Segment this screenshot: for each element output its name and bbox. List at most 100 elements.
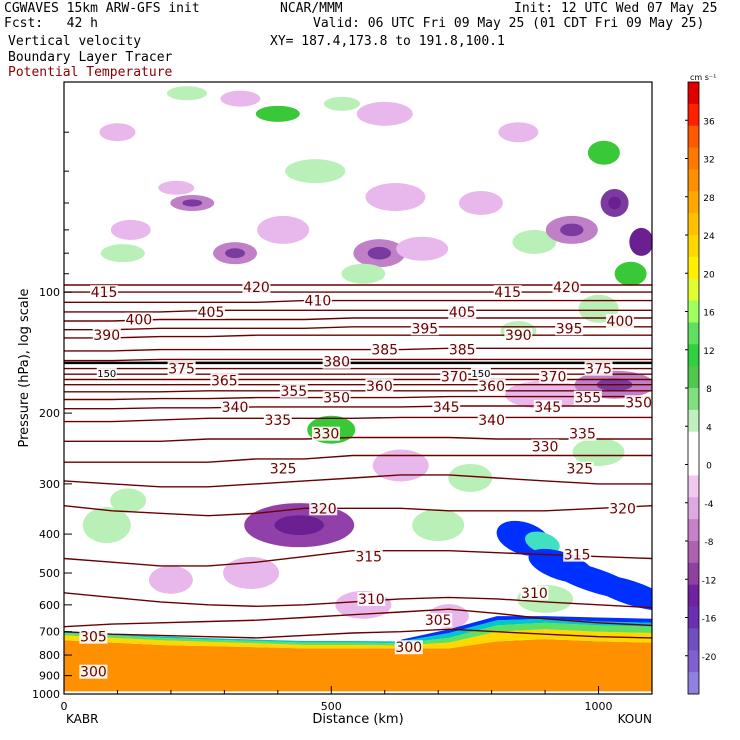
theta-label: 360 <box>478 379 505 395</box>
theta-label: 325 <box>270 462 297 478</box>
theta-label: 405 <box>449 305 476 321</box>
colorbar-label: 28 <box>703 194 715 204</box>
theta-contour-330 <box>64 454 652 463</box>
x-tick-label: 1000 <box>585 700 613 713</box>
w-contour-blob <box>285 159 346 184</box>
theta-contour-300 <box>64 628 652 639</box>
theta-label: 310 <box>358 592 385 608</box>
theta-label: 325 <box>566 462 593 478</box>
theta-contour-390 <box>64 334 652 339</box>
y-tick-label: 400 <box>39 528 60 541</box>
tracer-plume <box>525 531 560 554</box>
w-contour-blob <box>166 86 207 101</box>
y-tick-label: 600 <box>39 599 60 612</box>
field-potential-temperature: Potential Temperature <box>8 65 173 80</box>
model-title: CGWAVES 15km ARW-GFS init <box>4 1 200 16</box>
w-contour-blob <box>158 180 195 195</box>
theta-label: 375 <box>168 362 195 378</box>
theta-contour-345 <box>64 405 652 410</box>
theta-label: 335 <box>264 413 291 429</box>
theta-label: 305 <box>425 613 452 629</box>
y-tick-label: 100 <box>39 286 60 299</box>
x-tick-label: 500 <box>321 700 342 713</box>
x-end-label-right: KOUN <box>618 712 652 726</box>
y-tick-label: 800 <box>39 649 60 662</box>
theta-contour-380 <box>64 358 652 362</box>
w-contour-core <box>560 223 584 237</box>
theta-label: 150 <box>97 369 116 380</box>
tracer-band <box>64 618 652 644</box>
colorbar-label: 20 <box>703 270 715 280</box>
colorbar-swatch <box>688 584 699 608</box>
theta-label: 335 <box>569 427 596 443</box>
theta-label: 320 <box>609 501 636 517</box>
colorbar-swatch <box>688 453 699 476</box>
colorbar-swatch <box>688 475 699 498</box>
colorbar-label: -8 <box>705 538 714 548</box>
colorbar-swatch <box>688 606 699 629</box>
w-contour-blob <box>412 509 465 542</box>
center-label: NCAR/MMM <box>280 1 343 16</box>
w-contour-core <box>608 196 621 210</box>
colorbar-label: 24 <box>703 232 715 242</box>
colorbar-label: -12 <box>702 576 717 586</box>
theta-label: 385 <box>449 343 476 359</box>
tracer-plume <box>528 548 594 583</box>
x-tick-label: 0 <box>61 700 68 713</box>
colorbar-swatch <box>688 278 699 302</box>
theta-contour-400 <box>64 317 652 322</box>
theta-label: 395 <box>411 321 438 337</box>
w-contour-core <box>635 235 647 249</box>
colorbar-swatch <box>688 322 699 345</box>
init-time: Init: 12 UTC Wed 07 May 25 <box>514 1 718 16</box>
w-contour-blob <box>341 263 386 284</box>
theta-label: 340 <box>222 400 249 416</box>
theta-label: 415 <box>91 285 118 301</box>
theta-label: 350 <box>625 395 652 411</box>
theta-label: 345 <box>433 400 460 416</box>
w-contour-core <box>274 515 324 536</box>
colorbar-label: 32 <box>703 156 714 166</box>
tracer-band <box>64 639 652 692</box>
w-contour-blob <box>323 96 360 111</box>
w-contour-core <box>367 246 392 260</box>
theta-contour-310 <box>64 592 652 609</box>
colorbar-unit: cm s⁻¹ <box>690 73 716 82</box>
x-end-label-left: KABR <box>66 712 98 726</box>
colorbar-swatch <box>688 497 699 520</box>
theta-label: 400 <box>125 313 152 329</box>
theta-label: 365 <box>211 374 238 390</box>
colorbar-label: 16 <box>703 309 715 319</box>
w-contour-blob <box>110 219 151 240</box>
colorbar-swatch <box>688 344 699 367</box>
y-tick-label: 300 <box>39 478 60 491</box>
theta-label: 300 <box>395 640 422 656</box>
colorbar-swatch <box>688 431 699 455</box>
y-tick-label: 200 <box>39 407 60 420</box>
theta-label: 150 <box>471 369 490 380</box>
w-contour-blob <box>458 190 503 215</box>
colorbar-swatch <box>688 541 699 564</box>
theta-label: 385 <box>371 343 398 359</box>
colorbar-swatch <box>688 82 699 105</box>
w-contour-core <box>225 248 245 259</box>
theta-contour-395 <box>64 326 652 331</box>
plot-frame <box>63 81 653 695</box>
colorbar-label: -20 <box>702 653 717 663</box>
w-contour-blob <box>572 438 625 467</box>
forecast-hour: Fcst: 42 h <box>4 16 98 31</box>
theta-contour-405 <box>64 309 652 313</box>
theta-label: 395 <box>556 321 583 337</box>
theta-contour-305 <box>64 608 652 628</box>
w-contour-blob <box>82 507 131 544</box>
theta-label: 315 <box>355 550 382 566</box>
tracer-band <box>64 622 652 646</box>
colorbar-swatch <box>688 388 699 411</box>
colorbar-swatch <box>688 628 699 651</box>
colorbar-swatch <box>688 103 699 127</box>
theta-label: 410 <box>305 294 332 310</box>
w-contour-core <box>596 147 612 159</box>
theta-contour-335 <box>64 436 652 442</box>
theta-contour-320 <box>64 505 652 517</box>
